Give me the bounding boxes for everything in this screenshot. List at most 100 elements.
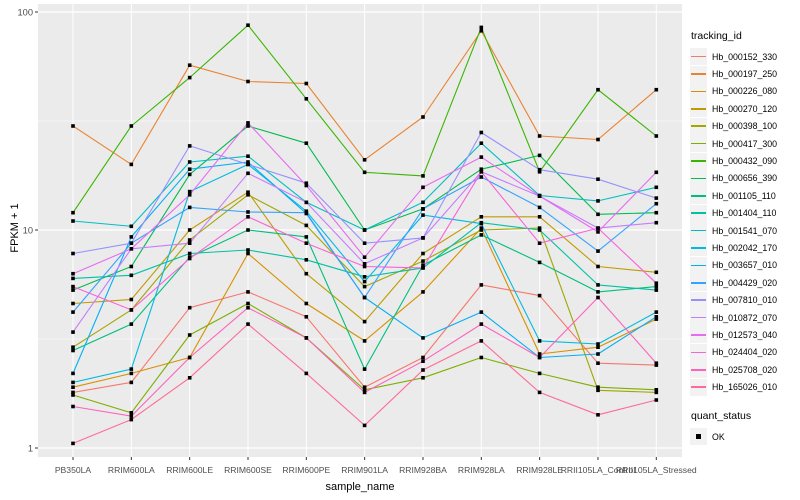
point-marker (187, 193, 192, 197)
point-marker (654, 87, 659, 92)
point-marker (654, 288, 659, 292)
point-marker (246, 190, 250, 194)
point-marker (246, 322, 250, 326)
point-marker (304, 183, 309, 188)
point-marker (71, 310, 75, 314)
point-marker (479, 283, 484, 287)
point-marker (479, 25, 484, 30)
legend-key (690, 291, 707, 309)
point-marker (187, 305, 192, 310)
point-marker (304, 241, 309, 245)
point-marker (421, 115, 425, 119)
legend-key (690, 256, 707, 274)
point-marker (537, 205, 542, 210)
point-marker (479, 29, 484, 33)
point-marker (421, 251, 425, 256)
point-marker (537, 134, 542, 138)
legend-key (690, 204, 707, 222)
point-marker (129, 247, 134, 251)
point-marker (187, 75, 192, 80)
legend-item-Hb_000270_120: Hb_000270_120 (690, 100, 800, 118)
point-marker (479, 215, 484, 219)
point-marker (479, 141, 484, 145)
point-marker (537, 153, 542, 158)
point-marker (71, 330, 75, 334)
point-marker (304, 223, 309, 228)
legend-item-label: OK (712, 431, 725, 442)
point-marker (596, 283, 600, 287)
legend-item-Hb_000656_390: Hb_000656_390 (690, 169, 800, 187)
point-marker (654, 390, 659, 395)
point-marker (596, 137, 600, 142)
point-marker (187, 238, 192, 242)
point-marker (654, 361, 659, 365)
point-marker (654, 201, 659, 206)
point-marker (187, 63, 192, 67)
point-marker (129, 414, 134, 418)
point-marker (304, 301, 309, 306)
point-marker (479, 226, 484, 230)
legend-item-label: Hb_001404_110 (712, 208, 777, 219)
point-marker (71, 288, 75, 292)
legend-key-line (691, 368, 706, 371)
legend-key-line (691, 160, 706, 162)
point-marker (596, 361, 600, 365)
point-marker (304, 258, 309, 262)
point-marker (596, 295, 600, 300)
point-marker (71, 385, 75, 389)
point-marker (304, 371, 309, 376)
point-marker (71, 251, 75, 256)
point-marker (654, 317, 659, 321)
legend-item-label: Hb_000226_080 (712, 86, 778, 97)
point-marker (246, 160, 250, 164)
legend-key (690, 100, 707, 118)
legend-key (690, 326, 707, 344)
point-marker (421, 290, 425, 294)
point-marker (304, 235, 309, 239)
point-marker (479, 221, 484, 226)
x-tick-label: RRIM600PE (282, 465, 330, 475)
legend-item-label: Hb_000270_120 (712, 103, 778, 114)
point-marker (537, 352, 542, 356)
point-marker (537, 260, 542, 265)
legend-key-line (691, 334, 706, 336)
point-marker (129, 264, 134, 269)
legend-item-label: Hb_165026_010 (712, 382, 778, 393)
point-marker (362, 367, 367, 371)
legend-key (690, 343, 707, 361)
legend-key (690, 82, 707, 100)
point-marker (421, 266, 425, 270)
point-marker (246, 121, 250, 125)
point-marker (654, 310, 659, 314)
x-tick-label: RRIM600SE (224, 465, 272, 475)
point-marker (71, 348, 75, 353)
point-marker (246, 215, 250, 219)
point-marker (654, 134, 659, 138)
point-marker (129, 124, 134, 128)
point-marker (304, 141, 309, 145)
point-marker (421, 236, 425, 240)
point-marker (479, 175, 484, 179)
point-marker (129, 417, 134, 422)
point-marker (421, 200, 425, 205)
point-marker (537, 194, 542, 198)
point-marker (537, 371, 542, 376)
point-marker (71, 390, 75, 395)
legend-key (690, 117, 707, 135)
y-tick-label: 10 (23, 225, 33, 235)
legend-key-line (691, 177, 706, 180)
point-marker (421, 263, 425, 267)
point-marker (304, 271, 309, 276)
point-marker (654, 210, 659, 215)
legend-item-Hb_024404_020: Hb_024404_020 (690, 343, 800, 361)
point-marker (246, 228, 250, 232)
x-tick-label: RRIM600LA (108, 465, 155, 475)
x-tick-label: RRIM600LE (166, 465, 213, 475)
point-marker (596, 413, 600, 417)
point-marker (304, 200, 309, 205)
point-marker (421, 259, 425, 263)
point-marker (246, 290, 250, 294)
legend-item-label: Hb_000197_250 (712, 69, 778, 80)
x-tick-label: RRIM901LA (341, 465, 388, 475)
point-marker (596, 212, 600, 217)
